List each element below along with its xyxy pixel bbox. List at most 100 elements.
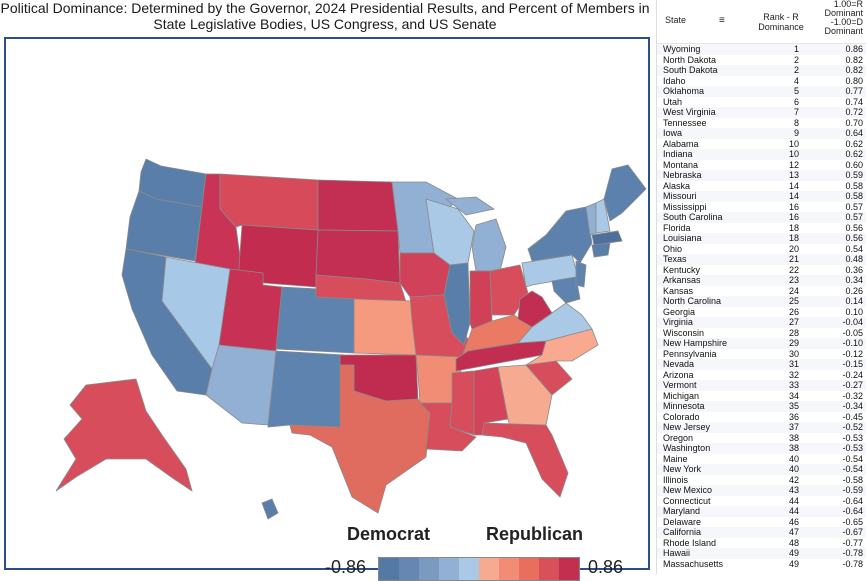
cell-rank: 37: [788, 422, 799, 432]
state-new-hampshire: [595, 198, 611, 234]
table-row[interactable]: Kentucky 22 0.36: [657, 265, 866, 276]
cell-dominance: -0.53: [842, 443, 863, 453]
table-row[interactable]: Oregon 38 -0.53: [657, 433, 866, 444]
cell-dominance: 0.56: [845, 233, 863, 243]
cell-state: Ohio: [663, 243, 683, 254]
cell-dominance: 0.59: [845, 170, 863, 180]
state-michigan: [471, 218, 507, 272]
cell-dominance: 0.74: [845, 96, 863, 107]
table-header: State ≡ Rank - R Dominance 1.00=R Domina…: [657, 0, 866, 44]
table-row[interactable]: Maryland 44 -0.64: [657, 506, 866, 517]
table-row[interactable]: North Carolina 25 0.14: [657, 296, 866, 307]
cell-rank: 40: [788, 453, 799, 464]
table-row[interactable]: Ohio 20 0.54: [657, 244, 866, 255]
cell-state: Georgia: [663, 306, 696, 317]
cell-state: Texas: [663, 254, 687, 264]
table-row[interactable]: Montana 12 0.60: [657, 160, 866, 171]
column-header-dominance[interactable]: 1.00=R Dominant -1.00=D Dominant: [807, 0, 863, 36]
table-row[interactable]: Wisconsin 28 -0.05: [657, 328, 866, 339]
map-panel[interactable]: Democrat Republican -0.86 0.86: [4, 37, 650, 581]
table-row[interactable]: South Carolina 16 0.57: [657, 212, 866, 223]
table-row[interactable]: Hawaii 49 -0.78: [657, 548, 866, 559]
cell-dominance: 0.64: [845, 128, 863, 138]
state-oregon: [125, 190, 203, 262]
table-row[interactable]: Michigan 34 -0.32: [657, 391, 866, 402]
table-row[interactable]: Utah 6 0.74: [657, 97, 866, 108]
state-new-york: [527, 206, 593, 264]
cell-rank: 23: [788, 275, 799, 285]
table-row[interactable]: Maine 40 -0.54: [657, 454, 866, 465]
table-row[interactable]: Arizona 32 -0.24: [657, 370, 866, 381]
cell-rank: 49: [788, 558, 799, 569]
table-row[interactable]: Tennessee 8 0.70: [657, 118, 866, 129]
table-row[interactable]: Arkansas 23 0.34: [657, 275, 866, 286]
table-row[interactable]: Louisiana 18 0.56: [657, 233, 866, 244]
table-row[interactable]: Colorado 36 -0.45: [657, 412, 866, 423]
table-row[interactable]: Idaho 4 0.80: [657, 76, 866, 87]
table-row[interactable]: New York 40 -0.54: [657, 464, 866, 475]
table-row[interactable]: Mississippi 16 0.57: [657, 202, 866, 213]
table-row[interactable]: South Dakota 2 0.82: [657, 65, 866, 76]
table-row[interactable]: Pennsylvania 30 -0.12: [657, 349, 866, 360]
table-row[interactable]: Wyoming 1 0.86: [657, 44, 866, 55]
cell-rank: 43: [788, 485, 799, 495]
table-row[interactable]: Missouri 14 0.58: [657, 191, 866, 202]
sort-icon[interactable]: ≡: [719, 15, 725, 26]
table-row[interactable]: Vermont 33 -0.27: [657, 380, 866, 391]
table-row[interactable]: New Mexico 43 -0.59: [657, 485, 866, 496]
column-header-rank[interactable]: Rank - R Dominance: [755, 12, 807, 32]
table-row[interactable]: Florida 18 0.56: [657, 223, 866, 234]
table-row[interactable]: Texas 21 0.48: [657, 254, 866, 265]
state-arizona: [205, 344, 277, 426]
table-row[interactable]: Connecticut 44 -0.64: [657, 496, 866, 507]
us-choropleth-map[interactable]: [6, 39, 648, 568]
cell-state: Utah: [663, 96, 683, 107]
cell-rank: 14: [788, 180, 799, 191]
cell-dominance: 0.72: [845, 107, 863, 117]
table-row[interactable]: Nevada 31 -0.15: [657, 359, 866, 370]
table-row[interactable]: Oklahoma 5 0.77: [657, 86, 866, 97]
table-row[interactable]: Kansas 24 0.26: [657, 286, 866, 297]
cell-rank: 44: [788, 506, 799, 516]
table-row[interactable]: California 47 -0.67: [657, 527, 866, 538]
cell-state: Maine: [663, 453, 688, 464]
table-row[interactable]: Rhode Island 48 -0.77: [657, 538, 866, 549]
table-row[interactable]: Georgia 26 0.10: [657, 307, 866, 318]
table-row[interactable]: New Hampshire 29 -0.10: [657, 338, 866, 349]
cell-dominance: -0.78: [842, 548, 863, 558]
cell-state: Montana: [663, 159, 699, 170]
table-row[interactable]: West Virginia 7 0.72: [657, 107, 866, 118]
state-massachusetts: [591, 230, 623, 246]
column-header-state[interactable]: State: [665, 15, 687, 25]
cell-dominance: 0.86: [845, 44, 863, 54]
table-row[interactable]: Illinois 42 -0.58: [657, 475, 866, 486]
cell-rank: 13: [788, 170, 799, 180]
cell-rank: 28: [788, 327, 799, 338]
table-row[interactable]: Washington 38 -0.53: [657, 443, 866, 454]
table-row[interactable]: Iowa 9 0.64: [657, 128, 866, 139]
table-row[interactable]: Alabama 10 0.62: [657, 139, 866, 150]
table-row[interactable]: Nebraska 13 0.59: [657, 170, 866, 181]
table-row[interactable]: Alaska 14 0.58: [657, 181, 866, 192]
cell-state: Michigan: [663, 390, 700, 401]
table-row[interactable]: Virginia 27 -0.04: [657, 317, 866, 328]
cell-state: Colorado: [663, 411, 700, 422]
legend-swatch: [519, 558, 539, 580]
table-row[interactable]: Delaware 46 -0.65: [657, 517, 866, 528]
table-row[interactable]: Massachusetts 49 -0.78: [657, 559, 866, 570]
cell-rank: 38: [788, 443, 799, 453]
table-row[interactable]: North Dakota 2 0.82: [657, 55, 866, 66]
table-row[interactable]: Indiana 10 0.62: [657, 149, 866, 160]
table-row[interactable]: Minnesota 35 -0.34: [657, 401, 866, 412]
cell-rank: 25: [788, 296, 799, 306]
cell-state: North Carolina: [663, 296, 722, 306]
cell-state: Idaho: [663, 75, 686, 86]
state-texas: [289, 364, 431, 514]
cell-state: Rhode Island: [663, 537, 717, 548]
cell-dominance: -0.64: [842, 506, 863, 516]
table-row[interactable]: New Jersey 37 -0.52: [657, 422, 866, 433]
cell-state: Washington: [663, 443, 711, 453]
legend-swatch: [399, 558, 419, 580]
cell-dominance: -0.10: [842, 338, 863, 348]
state-north-dakota: [317, 179, 399, 232]
